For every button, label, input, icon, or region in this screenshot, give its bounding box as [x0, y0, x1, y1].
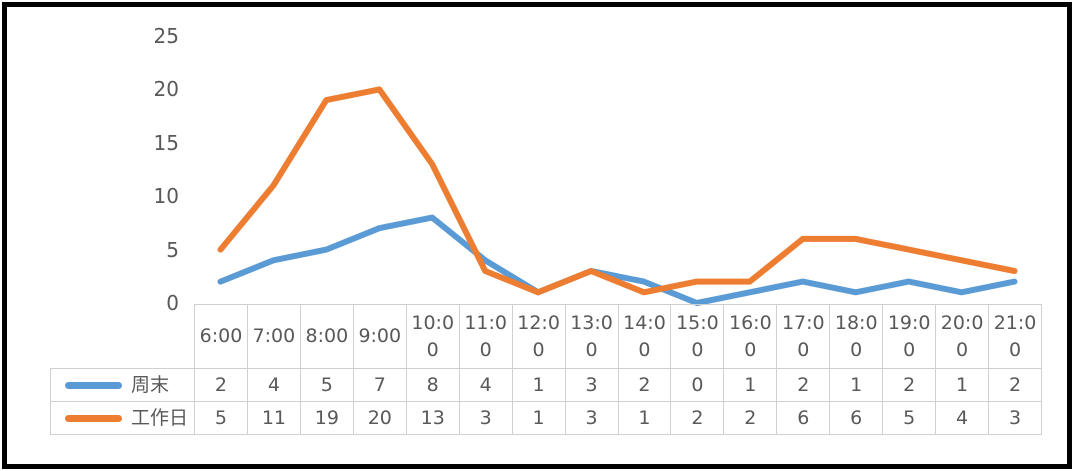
workday-value-cell: 19: [299, 401, 354, 435]
x-axis-category-label: 9:00: [352, 304, 407, 369]
workday-legend-cell: 工作日: [50, 401, 195, 435]
weekend-value-cell: 2: [988, 368, 1042, 402]
workday-table-row: 工作日 5 11 19 20 13 3 1 3 1 2 2 6 6 5 4 3: [50, 401, 1042, 435]
x-axis-category-label: 18:00: [829, 304, 884, 369]
y-axis: 25 20 15 10 5 0: [7, 7, 179, 464]
weekend-value-cell: 5: [299, 368, 354, 402]
weekend-value-cell: 1: [511, 368, 566, 402]
x-axis-category-label: 19:00: [882, 304, 937, 369]
weekend-table-row: 周末 2 4 5 7 8 4 1 3 2 0 1 2 1 2 1 2: [50, 368, 1042, 402]
weekend-value-cell: 4: [246, 368, 301, 402]
x-axis-category-label: 17:00: [776, 304, 831, 369]
weekend-value-cell: 1: [723, 368, 778, 402]
x-axis-category-label: 12:00: [511, 304, 566, 369]
workday-value-cell: 1: [617, 401, 672, 435]
x-axis-category-label: 15:00: [670, 304, 725, 369]
x-axis-category-label: 16:00: [723, 304, 778, 369]
workday-legend-swatch: [65, 414, 122, 422]
table-body: 周末 2 4 5 7 8 4 1 3 2 0 1 2 1 2 1 2 工作日 5 11 19 20 13 3 1 3 1 2 2 6 6 5 4…: [50, 368, 1042, 435]
table-corner-cell: [51, 305, 195, 369]
workday-value-cell: 20: [352, 401, 407, 435]
weekend-value-cell: 0: [670, 368, 725, 402]
workday-value-cell: 2: [723, 401, 778, 435]
table-header-row: 6:00 7:00 8:00 9:00 10:00 11:00 12:00 13:00 14:0…: [51, 304, 1042, 369]
chart-data-table: 6:00 7:00 8:00 9:00 10:00 11:00 12:00 13:00 14:0…: [50, 304, 1042, 435]
y-axis-tick-label: 20: [153, 77, 179, 102]
workday-value-cell: 13: [405, 401, 460, 435]
weekend-value-cell: 2: [617, 368, 672, 402]
table-head: 6:00 7:00 8:00 9:00 10:00 11:00 12:00 13:00 14:0…: [51, 304, 1042, 369]
workday-value-cell: 1: [511, 401, 566, 435]
workday-value-cell: 5: [194, 401, 248, 435]
weekend-value-cell: 1: [829, 368, 884, 402]
workday-value-cell: 3: [564, 401, 619, 435]
weekend-value-cell: 3: [564, 368, 619, 402]
weekend-value-cell: 1: [935, 368, 990, 402]
x-axis-category-label: 20:00: [935, 304, 990, 369]
workday-value-cell: 6: [776, 401, 831, 435]
weekend-value-cell: 2: [882, 368, 937, 402]
weekend-legend-swatch: [65, 381, 122, 389]
y-axis-tick-label: 15: [153, 130, 179, 155]
x-axis-category-label: 11:00: [458, 304, 513, 369]
weekend-value-cell: 2: [194, 368, 248, 402]
y-axis-tick-label: 25: [153, 24, 179, 48]
weekend-value-cell: 7: [352, 368, 407, 402]
workday-value-cell: 3: [458, 401, 513, 435]
weekend-series-line: [217, 214, 1018, 306]
y-axis-tick-label: 5: [166, 237, 179, 262]
x-axis-category-label: 13:00: [564, 304, 619, 369]
y-axis-tick-label: 0: [166, 291, 179, 315]
x-axis-category-label: 21:00: [988, 304, 1042, 369]
workday-value-cell: 6: [829, 401, 884, 435]
x-axis-category-label: 14:00: [617, 304, 672, 369]
workday-value-cell: 11: [246, 401, 301, 435]
y-axis-tick-label: 10: [153, 184, 179, 209]
workday-value-cell: 5: [882, 401, 937, 435]
weekend-value-cell: 2: [776, 368, 831, 402]
workday-value-cell: 4: [935, 401, 990, 435]
workday-value-cell: 3: [988, 401, 1042, 435]
weekend-value-cell: 4: [458, 368, 513, 402]
workday-value-cell: 2: [670, 401, 725, 435]
x-axis-category-label: 6:00: [194, 304, 248, 369]
x-axis-category-label: 10:00: [405, 304, 460, 369]
chart-lines-svg: [217, 86, 1018, 306]
x-axis-category-label: 8:00: [299, 304, 354, 369]
weekend-legend-label: 周末: [131, 373, 170, 396]
workday-legend-label: 工作日: [131, 406, 189, 429]
x-axis-category-label: 7:00: [246, 304, 301, 369]
workday-series-line: [217, 86, 1018, 296]
weekend-legend-cell: 周末: [50, 368, 195, 402]
weekend-value-cell: 8: [405, 368, 460, 402]
